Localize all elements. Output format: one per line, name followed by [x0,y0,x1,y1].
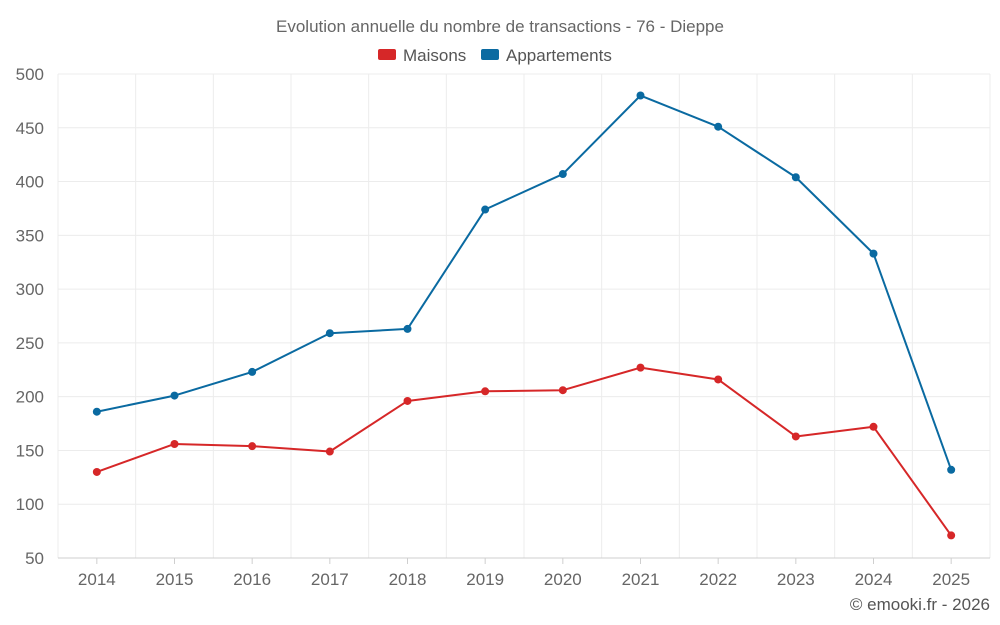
x-tick-label: 2016 [233,570,271,589]
y-tick-label: 300 [16,280,44,299]
x-tick-label: 2021 [622,570,660,589]
data-point-maisons[interactable] [403,396,412,405]
data-point-maisons[interactable] [714,375,723,384]
y-tick-label: 200 [16,388,44,407]
y-tick-label: 250 [16,334,44,353]
legend-label-appartements[interactable]: Appartements [506,46,612,65]
legend: Maisons Appartements [378,46,612,65]
data-point-appartements[interactable] [714,122,723,131]
x-tick-label: 2025 [932,570,970,589]
y-tick-label: 50 [25,549,44,568]
data-point-maisons[interactable] [325,447,334,456]
x-tick-label: 2022 [699,570,737,589]
series-line-maisons[interactable] [95,366,953,537]
data-point-appartements[interactable] [636,91,645,100]
x-tick-label: 2018 [389,570,427,589]
x-tick-label: 2024 [855,570,893,589]
x-axis: 2014 2015 2016 2017 2018 2019 2020 2021 2022 2023… [78,558,970,589]
data-point-maisons[interactable] [248,442,257,451]
x-tick-label: 2014 [78,570,116,589]
data-point-maisons[interactable] [636,363,645,372]
data-point-maisons[interactable] [869,422,878,431]
y-tick-label: 500 [16,65,44,84]
series-line-appartements[interactable] [95,94,953,471]
data-point-maisons[interactable] [558,386,567,395]
data-point-appartements[interactable] [248,367,257,376]
series-layer [92,91,956,540]
x-tick-label: 2020 [544,570,582,589]
data-point-appartements[interactable] [481,205,490,214]
data-point-appartements[interactable] [92,407,101,416]
credit-text: © emooki.fr - 2026 [850,595,990,614]
y-tick-label: 450 [16,119,44,138]
data-point-maisons[interactable] [947,531,956,540]
data-point-appartements[interactable] [403,324,412,333]
x-tick-label: 2017 [311,570,349,589]
legend-swatch-maisons[interactable] [378,49,396,60]
y-axis: 50 100 150 200 250 300 350 400 450 500 [16,65,44,568]
x-tick-label: 2023 [777,570,815,589]
data-point-maisons[interactable] [170,439,179,448]
data-point-appartements[interactable] [869,249,878,258]
legend-label-maisons[interactable]: Maisons [403,46,466,65]
y-tick-label: 150 [16,441,44,460]
y-tick-label: 100 [16,495,44,514]
data-point-maisons[interactable] [791,432,800,441]
data-point-appartements[interactable] [558,170,567,179]
data-point-appartements[interactable] [325,329,334,338]
grid [57,73,991,559]
data-point-appartements[interactable] [791,173,800,182]
data-point-maisons[interactable] [481,387,490,396]
data-point-appartements[interactable] [947,465,956,474]
data-point-maisons[interactable] [92,467,101,476]
data-point-appartements[interactable] [170,391,179,400]
y-tick-label: 350 [16,226,44,245]
x-tick-label: 2015 [156,570,194,589]
legend-swatch-appartements[interactable] [481,49,499,60]
y-tick-label: 400 [16,173,44,192]
chart-title: Evolution annuelle du nombre de transact… [276,17,724,36]
x-tick-label: 2019 [466,570,504,589]
